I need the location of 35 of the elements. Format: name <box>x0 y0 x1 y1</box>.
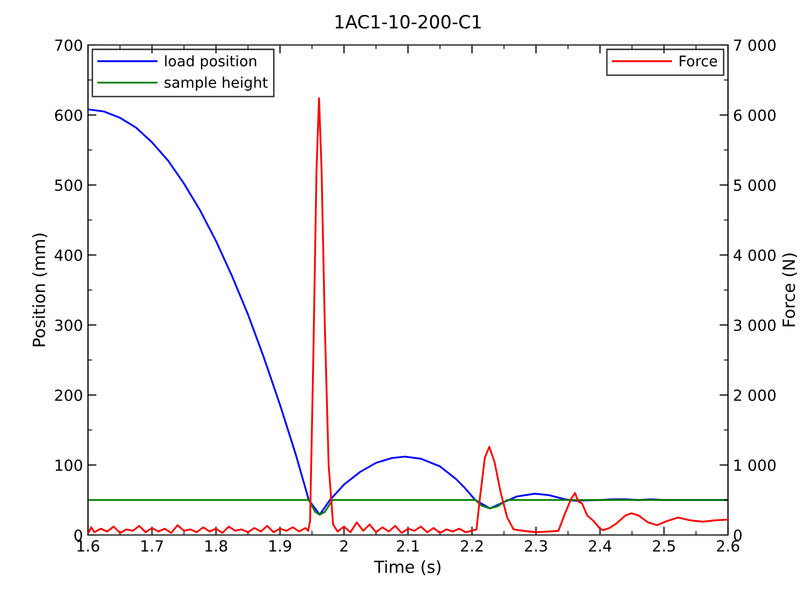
legend-label: Force <box>680 56 718 66</box>
x-tick-label: 2.2 <box>460 540 483 552</box>
y-tick-label: 400 <box>54 249 82 262</box>
y2-tick-label: 3 000 <box>734 319 776 332</box>
y-tick-label: 200 <box>55 389 82 402</box>
x-tick-label: 2.5 <box>652 540 675 552</box>
y-tick-label: 600 <box>55 109 82 122</box>
y2-tick-label: 0 <box>734 529 742 542</box>
chart-title: 1AC1-10-200-C1 <box>336 14 481 29</box>
y-tick-label: 700 <box>55 39 82 52</box>
x-tick-label: 2.4 <box>588 540 612 552</box>
line-series <box>88 499 728 516</box>
y-tick-label: 300 <box>55 319 82 332</box>
x-tick-label: 2.1 <box>396 540 419 552</box>
y2-tick-label: 2 000 <box>734 389 776 402</box>
x-tick-label: 2.6 <box>716 540 740 552</box>
x-tick-label: 1.8 <box>206 540 228 552</box>
y-tick-label: 500 <box>55 179 82 192</box>
y2-axis-title: Force (N) <box>782 254 798 326</box>
x-tick-label: 2.3 <box>524 540 547 552</box>
y2-tick-label: 7 000 <box>734 39 776 52</box>
y-axis-title: Position (mm) <box>32 234 48 346</box>
x-tick-label: 1.7 <box>142 540 163 552</box>
x-tick-label: 1.6 <box>78 540 100 552</box>
x-tick-label: 1.9 <box>270 540 292 552</box>
x-tick-label: 2 <box>340 540 348 552</box>
y2-tick-label: 4 000 <box>734 249 776 262</box>
legend-label: load position <box>165 55 256 70</box>
x-axis-title: Time (s) <box>374 560 440 576</box>
legend-label: sample height <box>164 76 268 91</box>
y-tick-label: 100 <box>56 459 82 472</box>
y-tick-label: 0 <box>74 529 82 542</box>
y2-tick-label: 1 000 <box>734 459 776 472</box>
y2-tick-label: 6 000 <box>734 109 776 122</box>
y2-tick-label: 5 000 <box>734 179 776 192</box>
